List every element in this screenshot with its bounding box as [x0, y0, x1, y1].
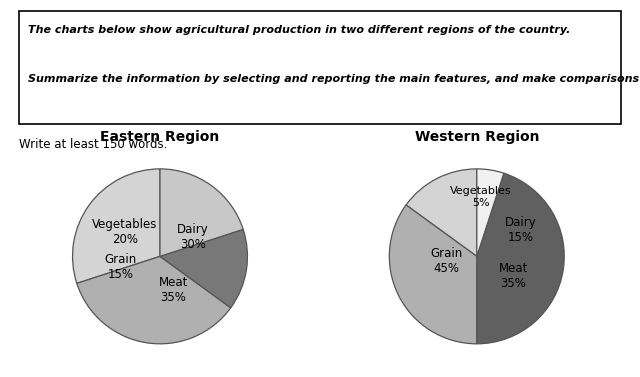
Text: Dairy
30%: Dairy 30%: [177, 223, 209, 251]
Wedge shape: [160, 169, 243, 256]
Wedge shape: [477, 169, 504, 256]
Wedge shape: [77, 256, 231, 344]
Text: The charts below show agricultural production in two different regions of the co: The charts below show agricultural produ…: [28, 25, 571, 35]
Text: Meat
35%: Meat 35%: [159, 276, 188, 303]
Text: Grain
45%: Grain 45%: [430, 247, 462, 275]
Text: Vegetables
20%: Vegetables 20%: [92, 218, 157, 246]
Wedge shape: [406, 169, 477, 256]
Wedge shape: [389, 205, 477, 344]
Text: Meat
35%: Meat 35%: [499, 262, 528, 290]
Wedge shape: [160, 229, 248, 308]
Title: Eastern Region: Eastern Region: [100, 130, 220, 144]
Wedge shape: [72, 169, 160, 284]
Text: Dairy
15%: Dairy 15%: [505, 216, 536, 244]
Text: Summarize the information by selecting and reporting the main features, and make: Summarize the information by selecting a…: [28, 74, 640, 84]
Title: Western Region: Western Region: [415, 130, 539, 144]
Text: Vegetables
5%: Vegetables 5%: [451, 186, 512, 208]
Wedge shape: [477, 173, 564, 344]
Text: Grain
15%: Grain 15%: [104, 253, 137, 281]
Text: Write at least 150 words.: Write at least 150 words.: [19, 138, 168, 150]
